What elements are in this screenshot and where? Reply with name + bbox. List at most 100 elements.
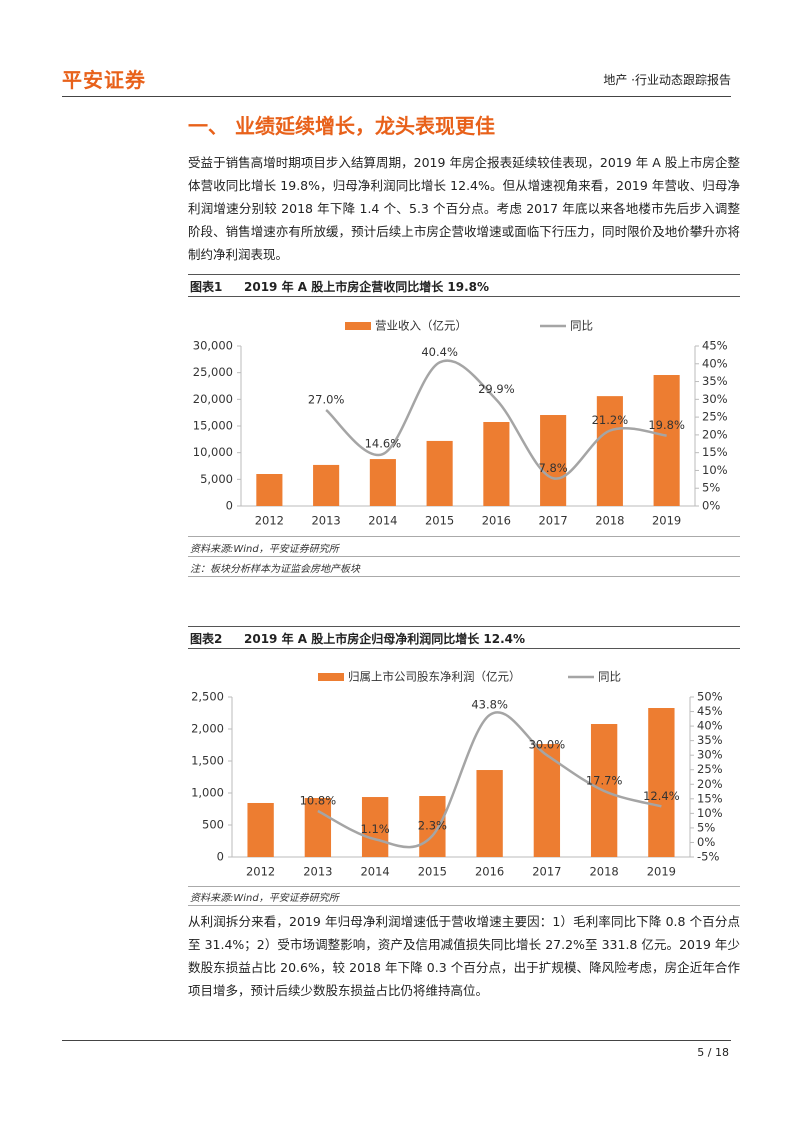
bar [540,415,567,506]
figure-caption: 2019 年 A 股上市房企营收同比增长 19.8% [244,280,490,294]
data-label: 40.4% [421,345,458,359]
bar [361,797,389,857]
y-tick-label: 1,500 [191,754,224,768]
data-label: 27.0% [308,393,345,407]
y2-tick-label: 40% [702,356,728,370]
line [325,359,667,480]
y2-tick-label: 45% [697,704,723,718]
page-number: 5 / 18 [697,1046,729,1059]
legend-swatch [318,673,344,681]
data-label: 2.3% [418,818,447,832]
data-label: 43.8% [471,698,508,712]
line [317,711,662,849]
data-label: 14.6% [365,437,402,451]
legend-label: 营业收入（亿元） [375,319,467,333]
x-tick-label: 2013 [311,514,340,528]
y2-tick-label: 30% [697,748,723,762]
y2-tick-label: 15% [697,791,723,805]
legend-label: 同比 [598,670,621,684]
y-tick-label: 0 [217,850,224,864]
source: 资料来源:Wind，平安证券研究所 [190,544,339,555]
x-tick-label: 2012 [246,865,275,879]
y2-tick-label: 5% [702,481,720,495]
x-tick-label: 2015 [425,514,454,528]
data-label: 19.8% [648,418,685,432]
x-tick-label: 2016 [475,865,504,879]
paragraph: 从利润拆分来看，2019 年归母净利润增速低于营收增速主要因：1）毛利率同比下降… [188,914,740,998]
y-tick-label: 2,500 [191,690,224,704]
legend-swatch [345,322,371,330]
y-tick-label: 30,000 [193,339,233,353]
legend-label: 归属上市公司股东净利润（亿元） [348,670,521,684]
y-tick-label: 5,000 [200,472,233,486]
figure-label: 图表1 [190,280,223,294]
x-tick-label: 2013 [303,865,332,879]
bar [476,770,503,857]
figure-rule [188,296,740,297]
y2-tick-label: 10% [697,806,723,820]
x-tick-label: 2019 [647,865,676,879]
y2-tick-label: 45% [702,339,728,353]
chart: 0 5,000 10,000 15,000 20,000 25,000 30,000 0% 5%… [193,319,728,528]
section-title: 一、 业绩延续增长，龙头表现更佳 [188,114,495,138]
bar [483,422,510,506]
figure-rule [188,648,740,649]
y2-tick-label: 50% [697,690,723,704]
x-tick-label: 2012 [255,514,284,528]
data-label: 10.8% [300,794,337,808]
source: 资料来源:Wind，平安证券研究所 [190,893,339,904]
bar [419,796,446,857]
data-label: 17.7% [586,773,623,787]
figure-label: 图表2 [190,632,223,646]
data-label: 12.4% [643,789,680,803]
bar [596,396,623,506]
x-tick-label: 2018 [589,865,618,879]
chart: 0 500 1,000 1,500 2,000 2,500 -5%0%5%10%15%20%… [191,670,723,879]
note: 注：板块分析样本为证监会房地产板块 [190,564,360,575]
figure-rule [188,536,740,537]
y2-tick-label: -5% [697,850,719,864]
x-tick-label: 2014 [368,514,397,528]
y-tick-label: 1,000 [191,786,224,800]
figure-rule [188,905,740,906]
bar [533,743,561,857]
legend-label: 同比 [570,319,593,333]
bar [653,375,680,506]
y-tick-label: 0 [226,499,233,513]
x-tick-label: 2017 [532,865,561,879]
figure-rule [188,556,740,557]
y-tick-label: 500 [202,818,224,832]
data-label: 1.1% [361,822,390,836]
y-tick-label: 15,000 [193,419,233,433]
y-tick-label: 10,000 [193,445,233,459]
data-label: 29.9% [478,382,515,396]
bar [313,464,340,506]
footer-rule [62,1040,731,1041]
y2-tick-label: 0% [702,499,720,513]
bar [426,440,453,506]
y-tick-label: 25,000 [193,365,233,379]
data-label: 30.0% [529,738,566,752]
y2-tick-label: 25% [697,762,723,776]
paragraph: 受益于销售高增时期项目步入结算周期，2019 年房企报表延续较佳表现，2019 … [188,155,740,262]
bar [247,802,274,857]
y2-tick-label: 5% [697,820,715,834]
x-tick-label: 2015 [418,865,447,879]
x-tick-label: 2019 [652,514,681,528]
data-label: 21.2% [592,413,629,427]
y2-tick-label: 35% [702,374,728,388]
y2-tick-label: 20% [702,427,728,441]
report-type: 地产 ·行业动态跟踪报告 [603,73,731,87]
x-tick-label: 2016 [482,514,511,528]
bar [256,474,283,506]
logo: 平安证券 [62,68,146,92]
bar [304,797,332,857]
y2-tick-label: 30% [702,392,728,406]
y2-tick-label: 10% [702,463,728,477]
y2-tick-label: 15% [702,445,728,459]
header-rule [62,96,731,97]
y2-tick-label: 25% [702,410,728,424]
figure-caption: 2019 年 A 股上市房企归母净利润同比增长 12.4% [244,632,526,646]
y-tick-label: 20,000 [193,392,233,406]
